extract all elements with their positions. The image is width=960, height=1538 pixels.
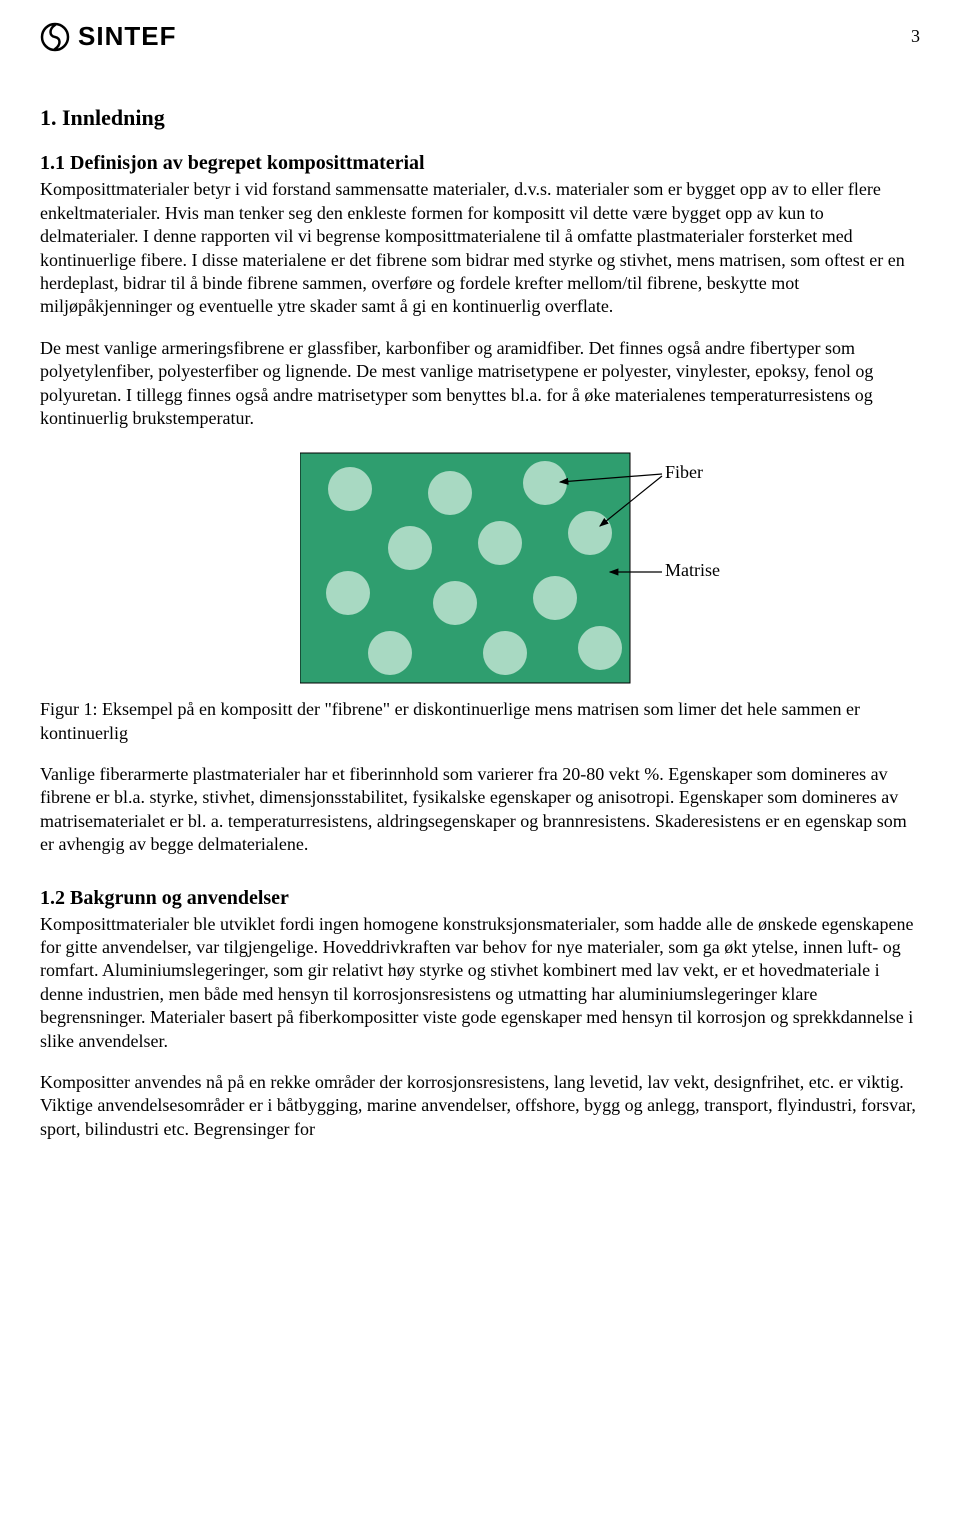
page-number: 3: [911, 25, 920, 48]
body-para: Komposittmaterialer ble utviklet fordi i…: [40, 913, 920, 1053]
sintef-logo-icon: [40, 22, 70, 52]
svg-text:Matrise: Matrise: [665, 560, 720, 580]
page-header: SINTEF 3: [40, 20, 920, 54]
subsection-1-1-heading: 1.1 Definisjon av begrepet komposittmate…: [40, 150, 920, 176]
subsection-1-2-heading: 1.2 Bakgrunn og anvendelser: [40, 885, 920, 911]
figure-svg-wrap: Fiber Matrise: [200, 448, 920, 688]
figure-1: Fiber Matrise Figur 1: Eksempel på en kom…: [40, 448, 920, 745]
logo-text: SINTEF: [78, 20, 176, 54]
body-para: De mest vanlige armeringsfibrene er glas…: [40, 337, 920, 431]
body-para: Kompositter anvendes nå på en rekke områ…: [40, 1071, 920, 1141]
svg-text:Fiber: Fiber: [665, 462, 703, 482]
figure-caption: Figur 1: Eksempel på en kompositt der "f…: [40, 698, 920, 745]
body-para: Vanlige fiberarmerte plastmaterialer har…: [40, 763, 920, 857]
section-heading: 1. Innledning: [40, 104, 920, 133]
logo-block: SINTEF: [40, 20, 176, 54]
body-para: Komposittmaterialer betyr i vid forstand…: [40, 178, 920, 318]
composite-diagram: Fiber Matrise: [300, 448, 820, 688]
